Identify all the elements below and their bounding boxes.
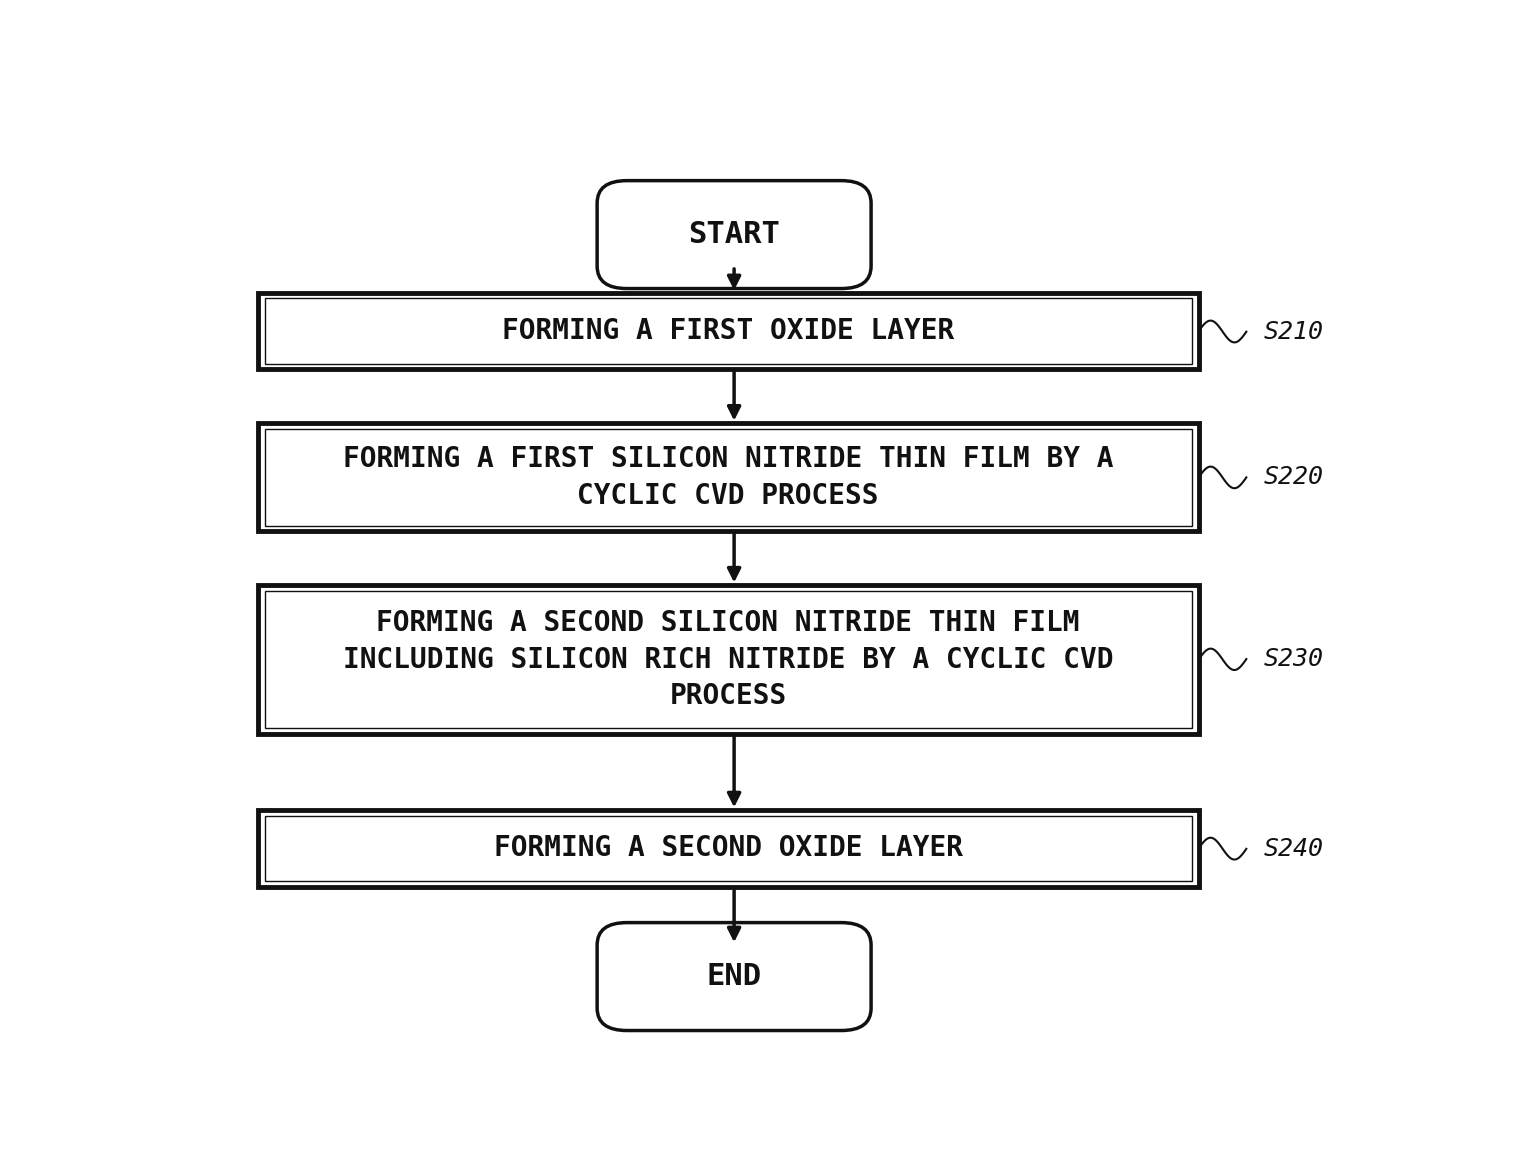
Bar [264, 815, 1191, 881]
Bar [258, 811, 1199, 887]
Text: FORMING A FIRST OXIDE LAYER: FORMING A FIRST OXIDE LAYER [503, 318, 954, 346]
Text: FORMING A FIRST SILICON NITRIDE THIN FILM BY A
CYCLIC CVD PROCESS: FORMING A FIRST SILICON NITRIDE THIN FIL… [343, 445, 1113, 509]
Text: S210: S210 [1263, 320, 1325, 343]
Bar [264, 299, 1191, 364]
FancyBboxPatch shape [596, 181, 871, 288]
Bar [258, 585, 1199, 734]
Text: S220: S220 [1263, 465, 1325, 489]
Bar [264, 591, 1191, 729]
Bar [258, 424, 1199, 531]
Text: FORMING A SECOND OXIDE LAYER: FORMING A SECOND OXIDE LAYER [493, 834, 962, 862]
Text: S240: S240 [1263, 836, 1325, 861]
Text: FORMING A SECOND SILICON NITRIDE THIN FILM
INCLUDING SILICON RICH NITRIDE BY A C: FORMING A SECOND SILICON NITRIDE THIN FI… [343, 609, 1113, 710]
Bar [258, 293, 1199, 369]
Text: START: START [689, 220, 781, 249]
Bar [264, 429, 1191, 526]
FancyBboxPatch shape [596, 923, 871, 1030]
Text: END: END [707, 962, 762, 992]
Text: S230: S230 [1263, 647, 1325, 672]
